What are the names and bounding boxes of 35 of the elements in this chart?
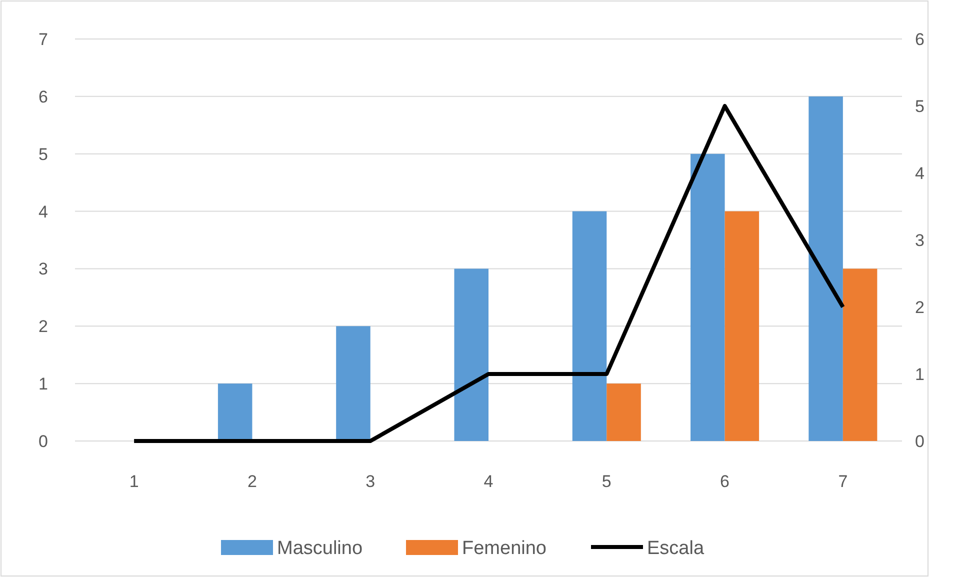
bar bbox=[606, 384, 641, 441]
bar bbox=[724, 211, 760, 441]
line-series bbox=[132, 104, 845, 443]
y-tick-label: 1 bbox=[38, 374, 48, 394]
y2-tick-label: 6 bbox=[915, 30, 924, 49]
legend-label: Escala bbox=[647, 538, 704, 559]
y-tick-label: 2 bbox=[38, 317, 48, 336]
bar bbox=[572, 211, 607, 441]
y2-tick-label: 4 bbox=[915, 164, 924, 183]
x-tick-label: 4 bbox=[484, 472, 494, 491]
y-tick-label: 5 bbox=[38, 144, 48, 164]
x-tick-label: 1 bbox=[129, 472, 139, 491]
y2-tick-label: 3 bbox=[915, 231, 924, 250]
bar bbox=[808, 96, 843, 441]
y-tick-label: 7 bbox=[38, 30, 48, 49]
legend-label: Femenino bbox=[462, 538, 546, 559]
y2-tick-label: 0 bbox=[915, 432, 924, 451]
x-tick-label: 6 bbox=[720, 472, 730, 491]
x-tick-label: 7 bbox=[838, 472, 848, 491]
y-tick-label: 0 bbox=[38, 432, 48, 451]
y-tick-label: 3 bbox=[38, 260, 48, 279]
x-tick-label: 2 bbox=[247, 472, 257, 491]
x-tick-label: 5 bbox=[602, 472, 612, 491]
bar bbox=[842, 268, 878, 441]
bar bbox=[218, 384, 252, 441]
x-tick-label: 3 bbox=[366, 472, 376, 491]
y-tick-label: 6 bbox=[38, 87, 48, 106]
legend-label: Masculino bbox=[277, 538, 363, 559]
bar bbox=[336, 326, 370, 441]
bar bbox=[690, 154, 725, 441]
y2-tick-label: 2 bbox=[915, 298, 924, 317]
y-tick-label: 4 bbox=[38, 202, 48, 222]
y2-tick-label: 5 bbox=[915, 97, 924, 116]
y2-tick-label: 1 bbox=[915, 365, 924, 384]
bar bbox=[454, 268, 488, 441]
